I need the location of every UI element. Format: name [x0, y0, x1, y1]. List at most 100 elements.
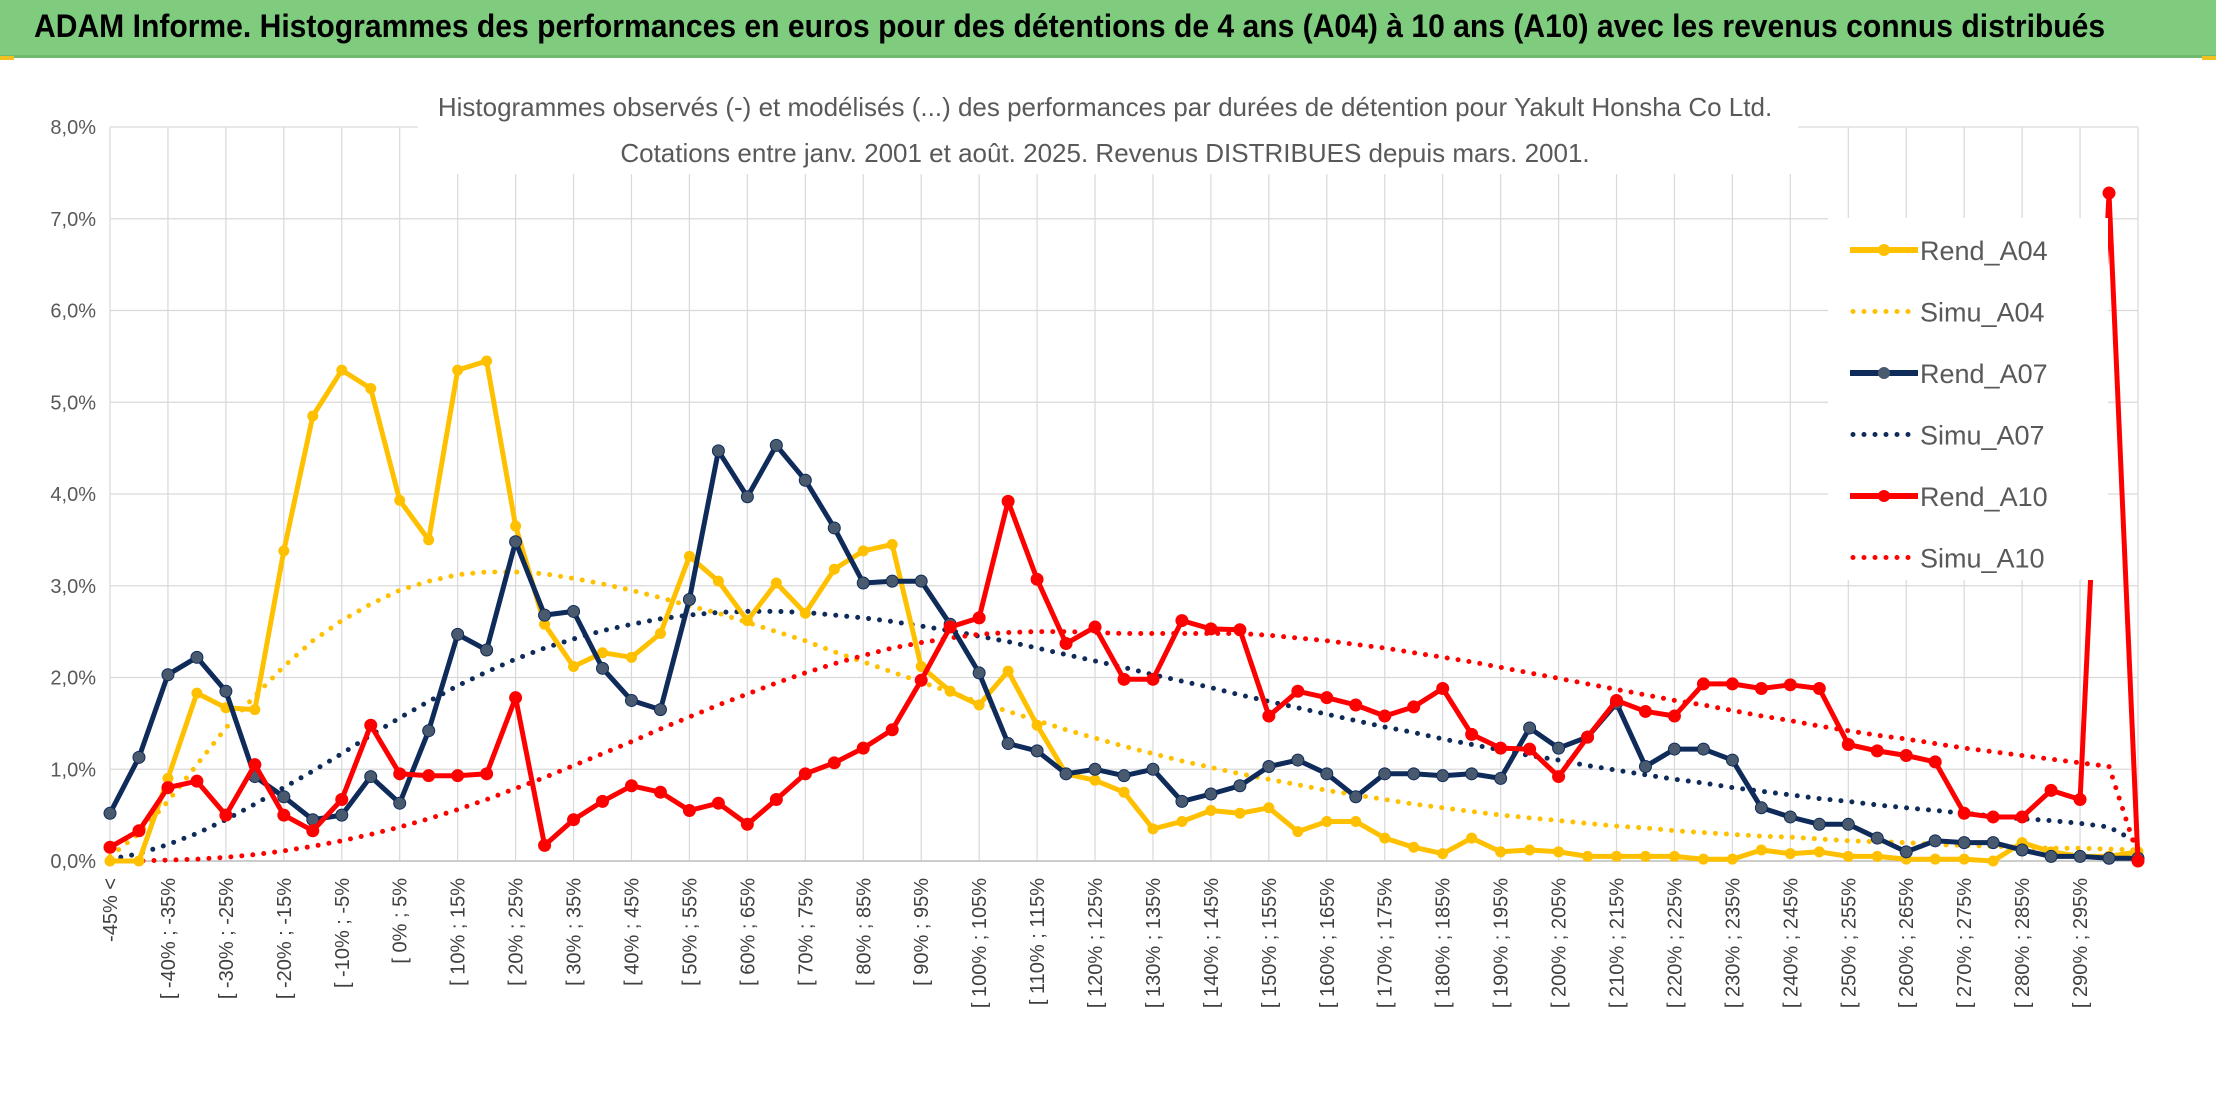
data-point-rend-a07 [624, 693, 638, 707]
data-point-rend-a07 [2015, 843, 2029, 857]
data-point-rend-a10 [1233, 623, 1247, 637]
data-point-rend-a10 [335, 793, 349, 807]
data-point-rend-a04 [973, 699, 985, 711]
data-point-rend-a10 [1088, 620, 1102, 634]
data-point-rend-a07 [1812, 817, 1826, 831]
data-point-rend-a04 [481, 355, 493, 367]
data-point-rend-a10 [1754, 682, 1768, 696]
data-point-rend-a07 [219, 684, 233, 698]
data-point-rend-a04 [104, 855, 116, 867]
data-point-rend-a10 [682, 804, 696, 818]
y-tick-label: 5,0% [50, 392, 96, 414]
data-point-rend-a10 [306, 824, 320, 838]
data-point-rend-a10 [1783, 678, 1797, 692]
data-point-rend-a04 [1639, 850, 1651, 862]
data-point-rend-a10 [1494, 741, 1508, 755]
data-point-rend-a04 [1466, 832, 1478, 844]
data-point-rend-a07 [1957, 836, 1971, 850]
data-point-rend-a07 [827, 521, 841, 535]
data-point-rend-a10 [1175, 614, 1189, 628]
legend-label-rend-a04: Rend_A04 [1920, 236, 2048, 266]
data-point-rend-a04 [1350, 816, 1362, 828]
y-tick-label: 3,0% [50, 576, 96, 598]
data-point-rend-a07 [1233, 779, 1247, 793]
data-point-rend-a10 [798, 767, 812, 781]
x-axis-ticks: -45% < [ -40% ; -35% [ -30% ; -25% [ -20% ;… [100, 878, 2092, 1008]
data-point-rend-a07 [653, 703, 667, 717]
data-point-rend-a10 [1436, 682, 1450, 696]
data-point-rend-a10 [2102, 186, 2116, 200]
data-point-rend-a04 [1147, 823, 1159, 835]
data-point-rend-a07 [2044, 849, 2058, 863]
data-point-rend-a04 [654, 627, 666, 639]
legend: Rend_A04 Simu_A04 Rend_A07 Simu_A07 Rend_A10… [1828, 218, 2108, 580]
data-point-rend-a07 [1436, 769, 1450, 783]
data-point-rend-a04 [452, 364, 464, 376]
x-tick-label: [ 270% ; 275% [1954, 878, 1976, 1008]
data-point-rend-a10 [1146, 672, 1160, 686]
data-point-rend-a04 [1755, 844, 1767, 856]
data-point-rend-a07 [2073, 849, 2087, 863]
x-tick-label: [ 160% ; 165% [1317, 878, 1339, 1008]
x-tick-label: [ 150% ; 155% [1259, 878, 1281, 1008]
data-point-rend-a10 [422, 769, 436, 783]
data-point-rend-a04 [1002, 665, 1014, 677]
legend-label-simu-a04: Simu_A04 [1920, 298, 2045, 328]
data-point-rend-a04 [597, 647, 609, 659]
data-point-rend-a07 [538, 608, 552, 622]
data-point-rend-a10 [1262, 709, 1276, 723]
data-point-rend-a10 [972, 611, 986, 625]
data-point-rend-a07 [1059, 767, 1073, 781]
data-point-rend-a10 [2131, 854, 2145, 868]
data-point-rend-a10 [161, 781, 175, 795]
x-tick-label: [ -10% ; -5% [332, 878, 354, 988]
data-point-rend-a10 [277, 808, 291, 822]
data-point-rend-a04 [1668, 850, 1680, 862]
data-point-rend-a10 [1030, 572, 1044, 586]
data-point-rend-a10 [1899, 748, 1913, 762]
data-point-rend-a04 [1495, 846, 1507, 858]
data-point-rend-a07 [277, 790, 291, 804]
data-point-rend-a07 [161, 668, 175, 682]
data-point-rend-a10 [1696, 677, 1710, 691]
data-point-rend-a10 [1725, 677, 1739, 691]
data-point-rend-a04 [683, 550, 695, 562]
data-point-rend-a04 [1205, 805, 1217, 817]
data-point-rend-a10 [567, 813, 581, 827]
x-tick-label: [ 30% ; 35% [564, 878, 586, 986]
data-point-rend-a04 [1292, 826, 1304, 838]
data-point-rend-a04 [568, 660, 580, 672]
data-point-rend-a07 [914, 574, 928, 588]
data-point-rend-a10 [1001, 494, 1015, 508]
title-backdrop [418, 84, 1798, 174]
x-tick-label: [ 230% ; 235% [1722, 878, 1744, 1008]
data-point-rend-a04 [1263, 802, 1275, 814]
data-point-rend-a07 [1494, 771, 1508, 785]
data-point-rend-a07 [1320, 767, 1334, 781]
data-point-rend-a10 [1117, 672, 1131, 686]
data-point-rend-a10 [769, 793, 783, 807]
data-point-rend-a10 [885, 723, 899, 737]
data-point-rend-a07 [711, 444, 725, 458]
data-point-rend-a10 [914, 673, 928, 687]
data-point-rend-a07 [798, 473, 812, 487]
data-point-rend-a07 [335, 808, 349, 822]
x-tick-label: [ 80% ; 85% [853, 878, 875, 986]
x-tick-label: [ 220% ; 225% [1664, 878, 1686, 1008]
data-point-rend-a04 [423, 534, 435, 546]
data-point-rend-a07 [1523, 721, 1537, 735]
data-point-rend-a10 [190, 774, 204, 788]
series-lines [103, 186, 2145, 868]
data-point-rend-a10 [1986, 810, 2000, 824]
data-point-rend-a10 [219, 808, 233, 822]
data-point-rend-a07 [769, 438, 783, 452]
data-point-rend-a07 [682, 593, 696, 607]
data-point-rend-a10 [1320, 691, 1334, 705]
data-point-rend-a10 [740, 817, 754, 831]
x-tick-label: [ 250% ; 255% [1838, 878, 1860, 1008]
data-point-rend-a04 [510, 520, 522, 532]
data-point-rend-a04 [1089, 774, 1101, 786]
data-point-rend-a07 [567, 604, 581, 618]
x-tick-label: [ 50% ; 55% [679, 878, 701, 986]
data-point-rend-a07 [1291, 753, 1305, 767]
